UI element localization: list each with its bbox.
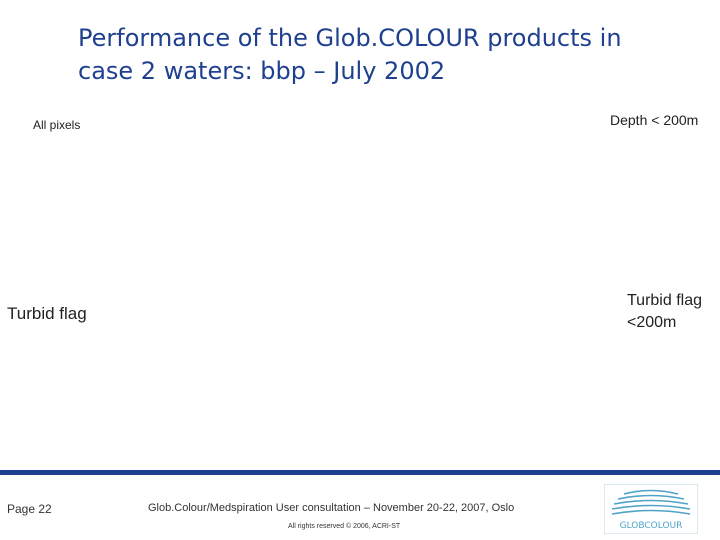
logo-wordmark: GLOBCOLOUR [620,521,683,531]
label-turbid-flag-200m-line2: <200m [627,314,677,331]
title-line-1: Performance of the Glob.COLOUR products … [78,24,622,52]
footer-rights: All rights reserved © 2006, ACRI-ST [288,523,401,530]
label-depth: Depth < 200m [610,112,699,128]
page-number: Page 22 [7,502,52,516]
label-all-pixels: All pixels [33,118,81,132]
label-turbid-flag-200m: Turbid flag <200m [627,290,702,334]
slide-title: Performance of the Glob.COLOUR products … [78,22,678,88]
label-turbid-flag: Turbid flag [7,304,87,323]
label-turbid-flag-200m-line1: Turbid flag [627,292,702,309]
globcolour-logo: GLOBCOLOUR [604,484,698,534]
footer-event-text: Glob.Colour/Medspiration User consultati… [148,502,515,514]
logo-waves-icon [611,489,691,515]
title-line-2: case 2 waters: bbp – July 2002 [78,57,446,85]
footer-divider [0,470,720,475]
